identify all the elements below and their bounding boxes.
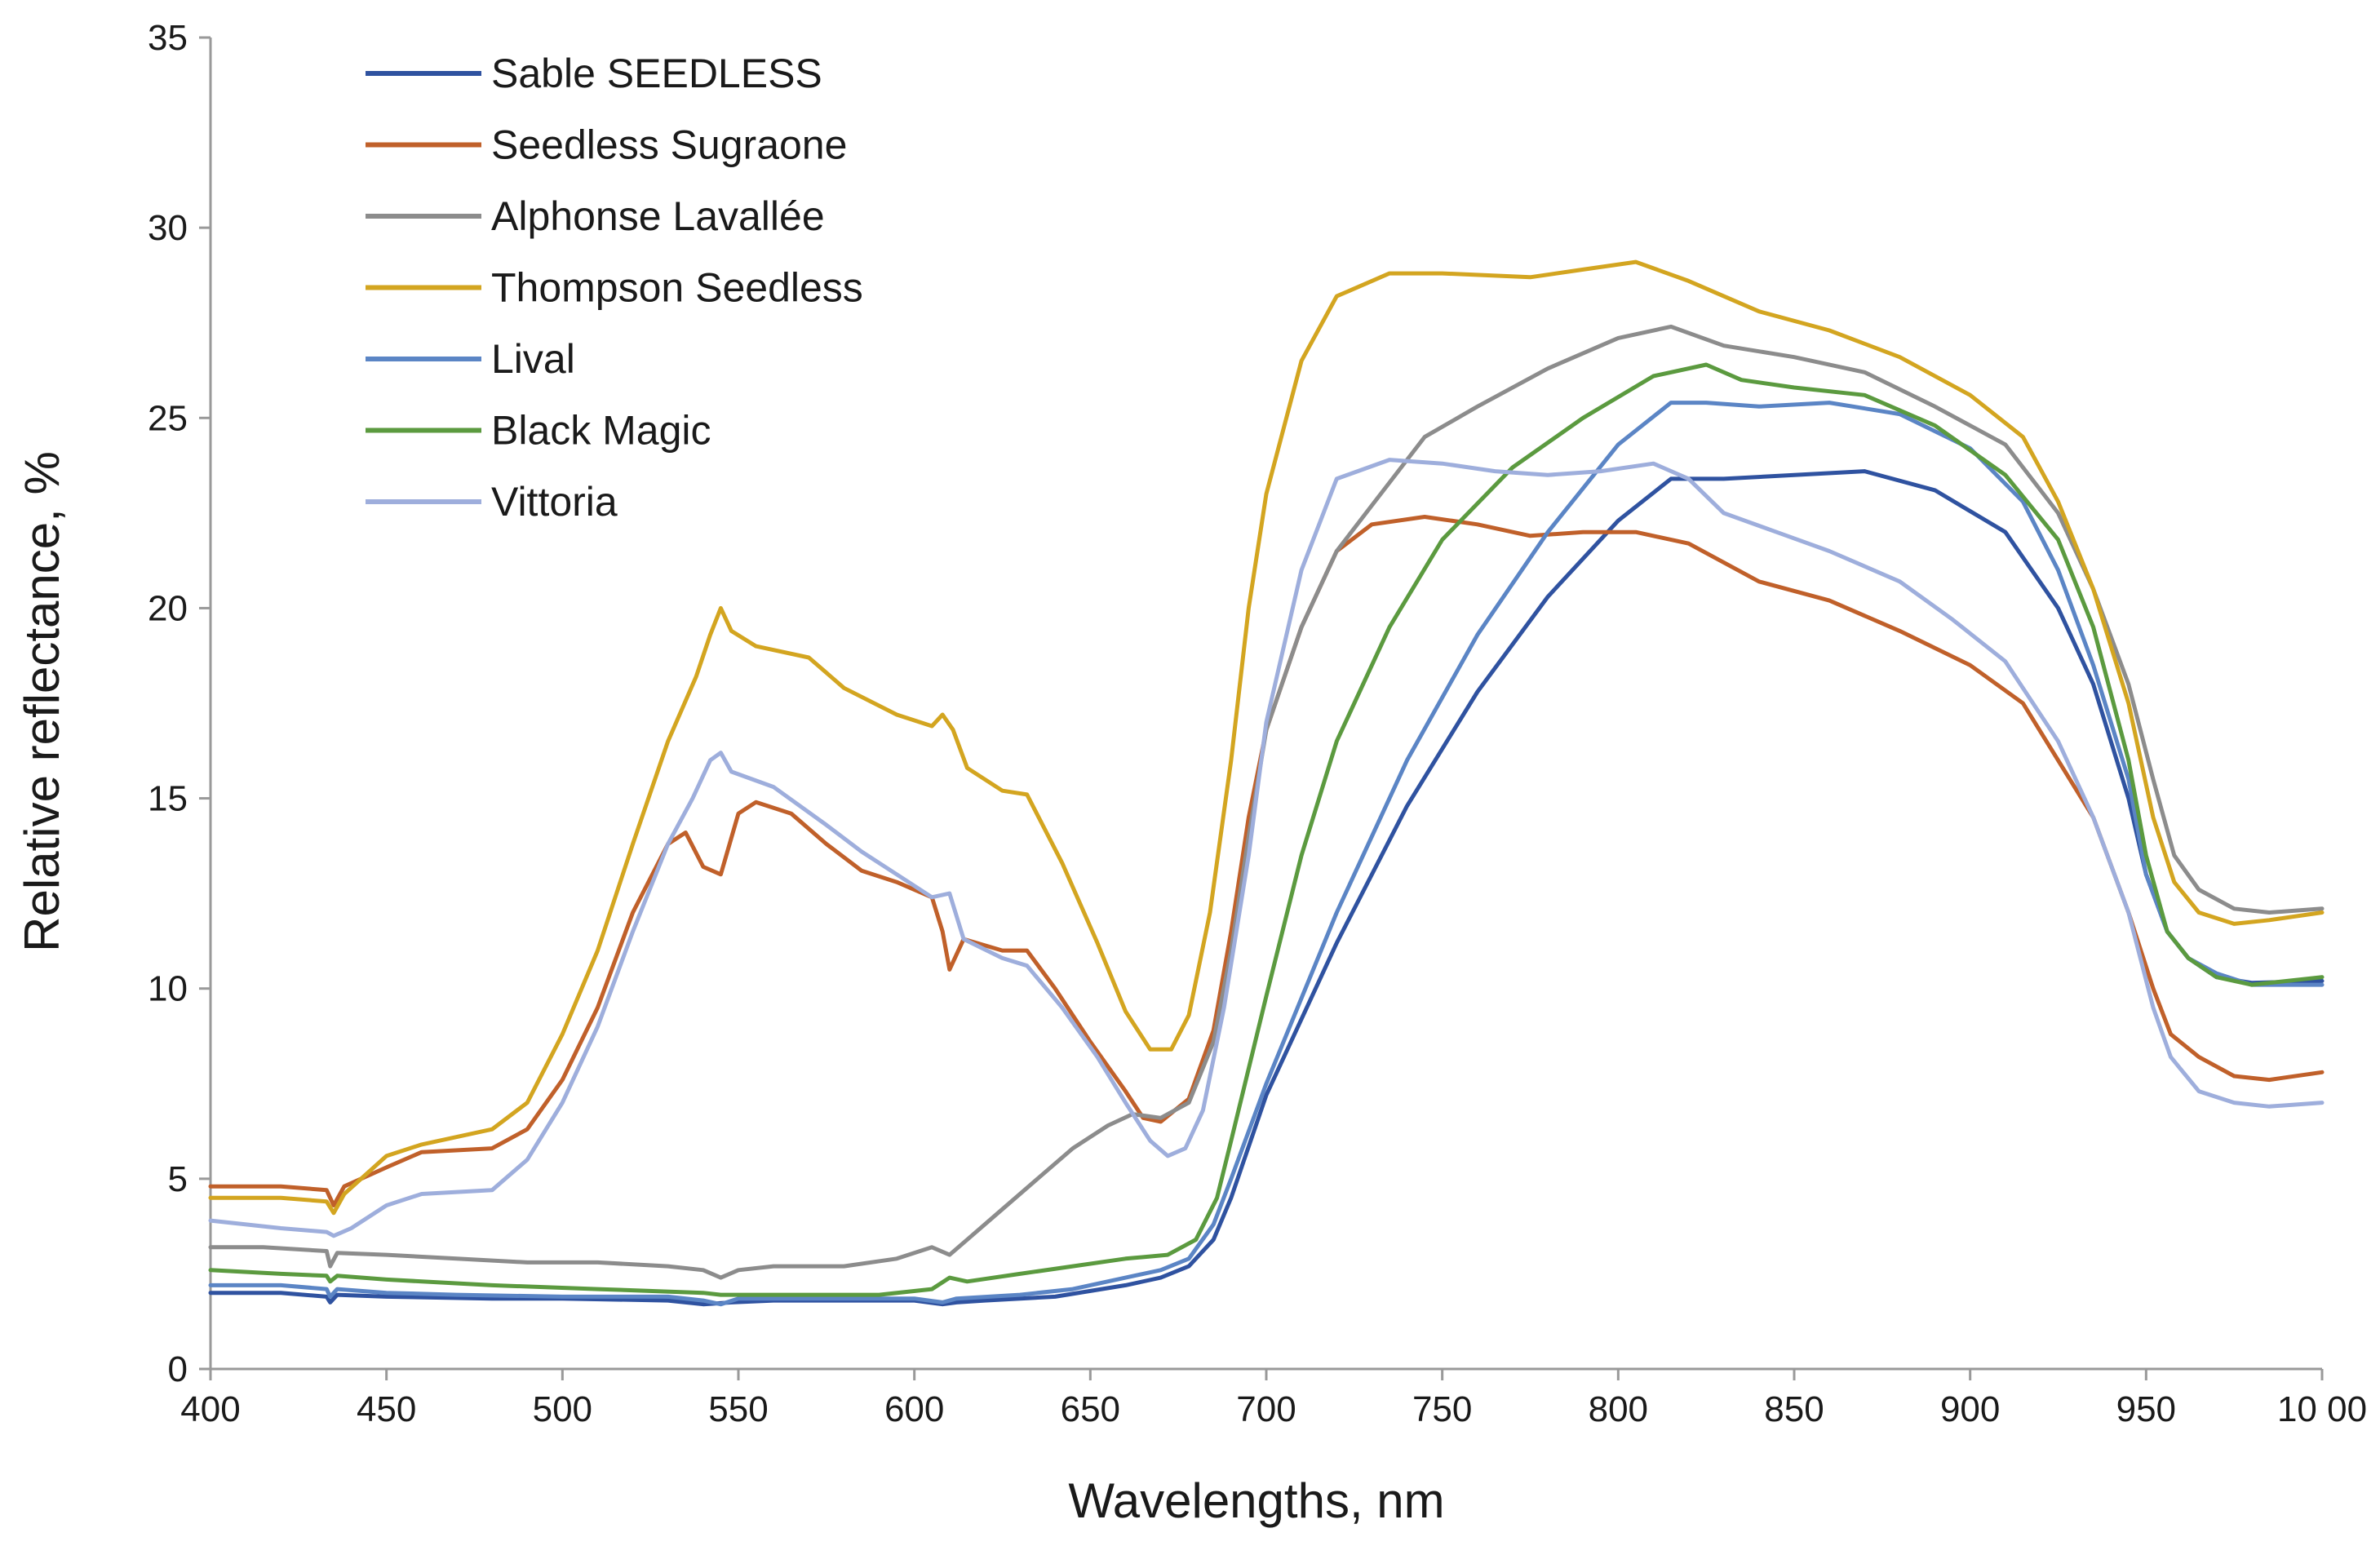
- x-tick-label: 600: [884, 1389, 944, 1429]
- series-line-sable-seedless: [208, 469, 2325, 1307]
- ticks-layer: 0 5 10 15 20 25 30 35 400 450 500 550 600 650 700 750 80…: [148, 18, 2367, 1429]
- x-axis-title: Wavelengths, nm: [1068, 1473, 1444, 1528]
- x-tick-label: 950: [2116, 1389, 2176, 1429]
- series-line-seedless-sugraone: [208, 515, 2325, 1207]
- y-tick-label: 35: [148, 18, 188, 58]
- y-axis-title: Relative reflectance, %: [15, 451, 69, 952]
- y-tick-label: 25: [148, 398, 188, 438]
- x-tick-label: 400: [180, 1389, 240, 1429]
- legend: Sable SEEDLESS Seedless Sugraone Alphonse …: [366, 51, 863, 525]
- x-tick-label: 550: [708, 1389, 768, 1429]
- x-tick-label: 10 00: [2277, 1389, 2367, 1429]
- y-tick-label: 15: [148, 779, 188, 819]
- series-line-alphonse-lavall-e: [208, 324, 2325, 1280]
- x-tick-label: 850: [1764, 1389, 1824, 1429]
- series-layer: [208, 259, 2325, 1307]
- series-line-vittoria: [208, 458, 2325, 1238]
- x-tick-label: 900: [1940, 1389, 2000, 1429]
- y-tick-label: 20: [148, 588, 188, 628]
- legend-label-vittoria: Vittoria: [491, 479, 618, 525]
- series-line-black-magic: [208, 362, 2325, 1297]
- x-tick-label: 800: [1589, 1389, 1648, 1429]
- legend-label-seedless-sugraone: Seedless Sugraone: [491, 122, 847, 168]
- legend-label-sable-seedless: Sable SEEDLESS: [491, 51, 822, 96]
- legend-label-lival: Lival: [491, 336, 575, 382]
- legend-label-thompson-seedless: Thompson Seedless: [491, 265, 863, 311]
- legend-label-black-magic: Black Magic: [491, 408, 711, 454]
- x-tick-label: 700: [1236, 1389, 1296, 1429]
- y-tick-label: 30: [148, 208, 188, 248]
- y-tick-label: 0: [168, 1349, 188, 1389]
- series-line-lival: [208, 401, 2325, 1307]
- y-tick-label: 10: [148, 969, 188, 1009]
- x-tick-label: 450: [357, 1389, 416, 1429]
- x-tick-label: 650: [1061, 1389, 1120, 1429]
- x-tick-label: 500: [533, 1389, 592, 1429]
- x-tick-label: 750: [1412, 1389, 1472, 1429]
- series-line-thompson-seedless: [208, 259, 2325, 1216]
- y-tick-label: 5: [168, 1159, 188, 1199]
- legend-label-alphonse-lavall-e: Alphonse Lavallée: [491, 193, 825, 239]
